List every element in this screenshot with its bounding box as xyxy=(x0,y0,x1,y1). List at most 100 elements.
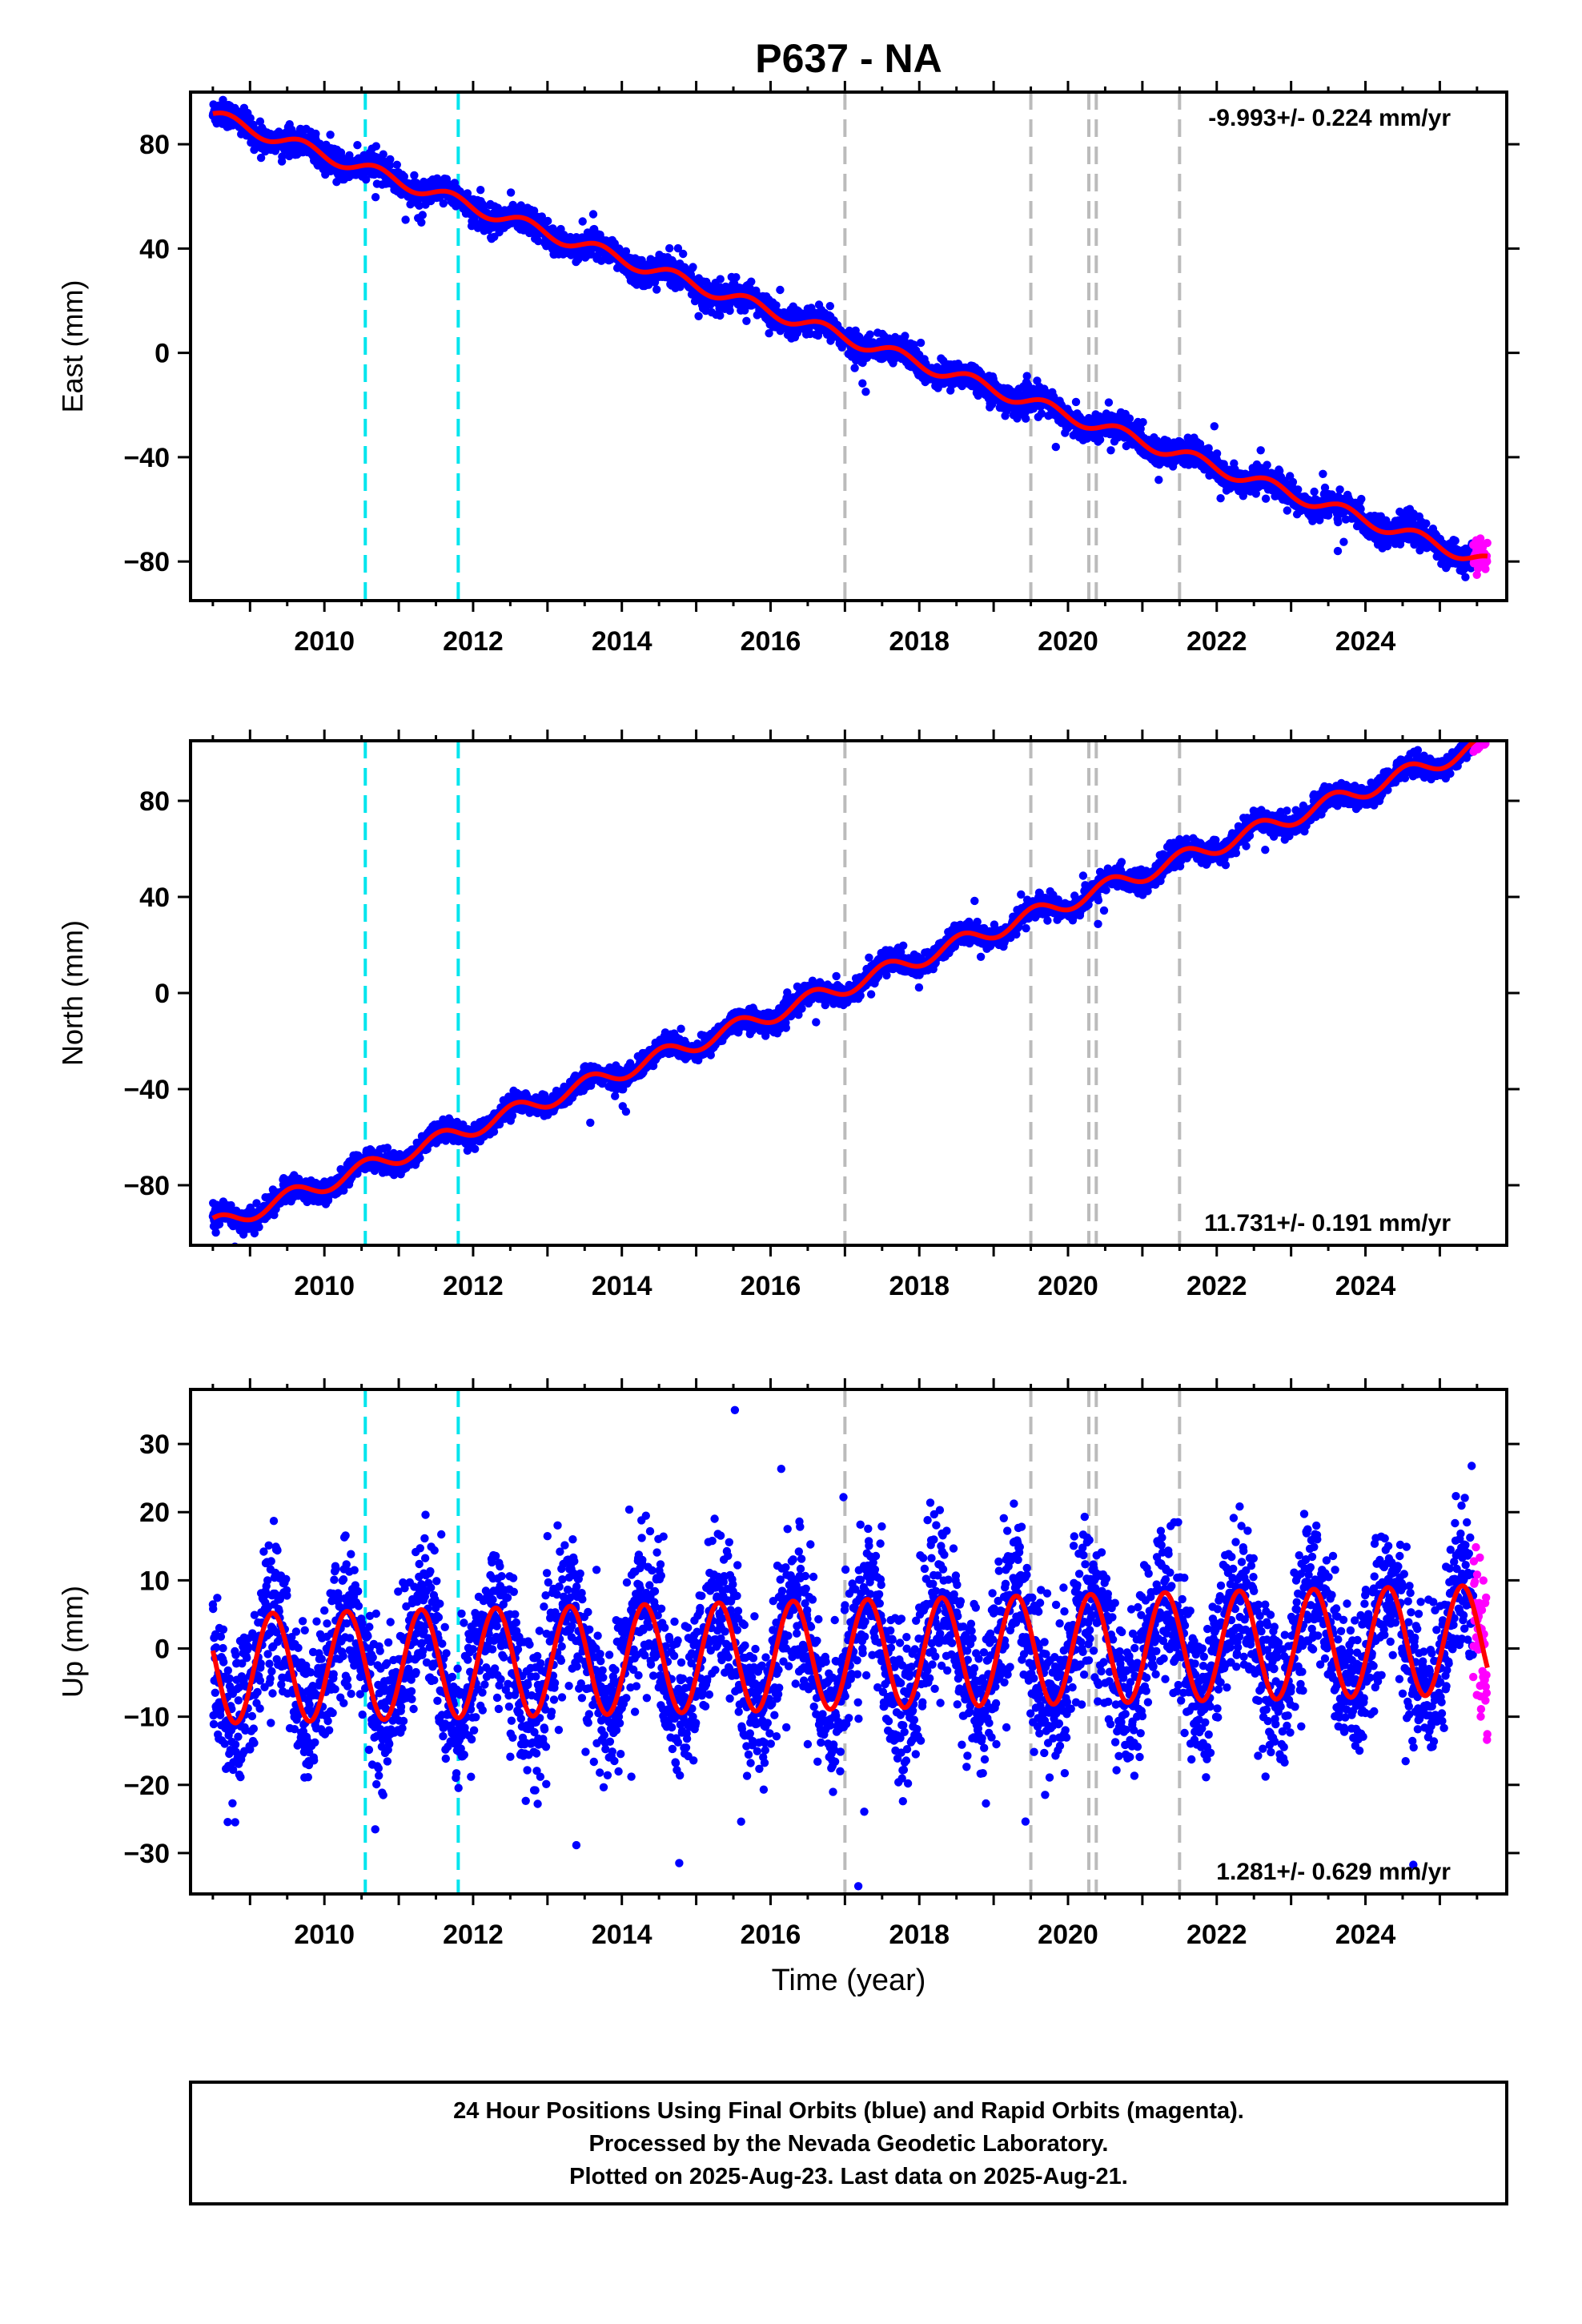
rate-annotation-east: -9.993+/- 0.224 mm/yr xyxy=(1208,105,1451,131)
final-orbit-point xyxy=(732,273,741,282)
y-tick-label-east: −40 xyxy=(123,443,170,473)
final-orbit-point xyxy=(255,117,265,126)
x-tick-label-east: 2010 xyxy=(294,626,355,657)
final-orbit-point xyxy=(1104,398,1114,407)
final-orbit-point xyxy=(371,142,380,151)
final-orbit-point xyxy=(825,302,835,311)
plot-frame-east xyxy=(189,90,1508,602)
final-orbit-point xyxy=(1261,494,1271,503)
final-orbit-point xyxy=(1320,483,1330,493)
rapid-orbit-point xyxy=(1483,538,1492,548)
final-orbit-point xyxy=(1216,494,1225,503)
final-orbit-point xyxy=(379,150,387,159)
final-orbit-point xyxy=(916,338,926,348)
final-orbit-point xyxy=(716,311,725,320)
final-orbit-point xyxy=(386,155,395,164)
final-orbit-point xyxy=(406,200,415,209)
final-orbit-point xyxy=(1310,487,1319,497)
final-orbit-point xyxy=(665,243,674,253)
x-tick-label-east: 2018 xyxy=(889,626,950,657)
final-orbit-point xyxy=(1319,469,1327,478)
final-orbit-point xyxy=(1451,537,1460,545)
final-orbit-point xyxy=(400,172,408,181)
y-axis-label-east: East (mm) xyxy=(56,280,89,413)
final-orbit-point xyxy=(1334,517,1343,527)
final-orbit-point xyxy=(694,312,703,320)
figure-title: P637 - NA xyxy=(755,36,942,81)
final-orbit-point xyxy=(1212,449,1222,458)
final-orbit-point xyxy=(1333,546,1343,556)
final-orbit-point xyxy=(1095,435,1105,444)
final-orbit-point xyxy=(850,364,859,372)
final-orbit-point xyxy=(417,218,426,227)
final-orbit-point xyxy=(1022,372,1031,380)
final-orbit-point xyxy=(1356,505,1365,513)
final-orbit-point xyxy=(1071,397,1081,407)
final-orbit-point xyxy=(716,275,725,283)
final-orbit-point xyxy=(544,216,552,226)
final-orbit-point xyxy=(865,330,874,339)
final-orbit-point xyxy=(415,201,424,210)
final-orbit-point xyxy=(742,316,751,325)
y-tick-label-east: −80 xyxy=(123,547,170,577)
final-orbit-point xyxy=(506,188,516,197)
panel-east: 2010 2012 2014 2016 2018 2020 2022 2024−80−4004… xyxy=(56,81,1520,657)
y-tick-label-east: 0 xyxy=(155,339,170,369)
final-orbit-point xyxy=(278,152,287,161)
final-orbit-point xyxy=(1263,460,1271,469)
plot-area-east xyxy=(208,92,1492,601)
x-tick-label-east: 2014 xyxy=(592,626,652,657)
final-orbit-point xyxy=(587,250,596,259)
final-orbit-point xyxy=(1461,573,1470,581)
x-tick-label-east: 2022 xyxy=(1186,626,1247,657)
final-orbit-point xyxy=(1210,422,1219,431)
final-orbit-point xyxy=(1106,446,1115,455)
final-orbit-point xyxy=(353,141,362,150)
y-tick-label-east: 40 xyxy=(139,234,170,264)
final-orbit-point xyxy=(439,199,448,208)
final-orbit-point xyxy=(311,129,320,139)
final-orbit-point xyxy=(1357,494,1366,504)
final-orbit-point xyxy=(946,386,955,395)
final-orbit-point xyxy=(588,210,598,219)
final-orbit-point xyxy=(418,211,427,219)
final-orbit-point xyxy=(1339,537,1348,546)
final-orbit-point xyxy=(1125,414,1134,423)
final-orbit-point xyxy=(383,1144,392,1152)
final-orbit-point xyxy=(1138,418,1147,427)
final-orbit-point xyxy=(689,263,697,271)
final-orbit-point xyxy=(362,175,371,184)
final-orbit-point xyxy=(534,236,543,246)
x-tick-label-east: 2020 xyxy=(1038,626,1098,657)
final-orbit-point xyxy=(747,277,756,286)
final-orbit-point xyxy=(255,1223,263,1232)
final-orbit-point xyxy=(476,186,485,195)
final-orbit-point xyxy=(385,161,395,170)
final-orbit-point xyxy=(772,301,781,310)
final-orbit-point xyxy=(1256,446,1265,455)
final-orbit-point xyxy=(858,379,867,388)
final-orbit-point xyxy=(326,131,335,139)
final-orbit-point xyxy=(219,95,227,104)
final-orbit-point xyxy=(861,388,870,396)
x-tick-label-east: 2016 xyxy=(741,626,801,657)
final-orbit-point xyxy=(652,285,661,294)
panel-north: 2010 2012 2014 2016 2018 2020 2022 2024−80−4004… xyxy=(56,730,1520,1301)
final-orbit-point xyxy=(1051,442,1061,452)
final-orbit-point xyxy=(901,332,909,340)
rapid-orbit-point xyxy=(1481,565,1490,573)
final-orbit-point xyxy=(1283,506,1292,515)
plot-area-north xyxy=(208,741,1492,1245)
rapid-orbit-point xyxy=(1472,570,1481,579)
final-orbit-point xyxy=(1294,485,1303,494)
final-orbit-point xyxy=(227,1200,235,1210)
final-orbit-point xyxy=(246,114,255,123)
final-orbit-point xyxy=(578,217,587,226)
final-orbit-point xyxy=(725,306,734,316)
final-orbit-point xyxy=(410,171,419,180)
final-orbit-point xyxy=(211,1228,220,1237)
final-orbit-point xyxy=(1288,477,1298,487)
final-orbit-point xyxy=(1154,476,1163,485)
final-orbit-point xyxy=(529,207,539,215)
